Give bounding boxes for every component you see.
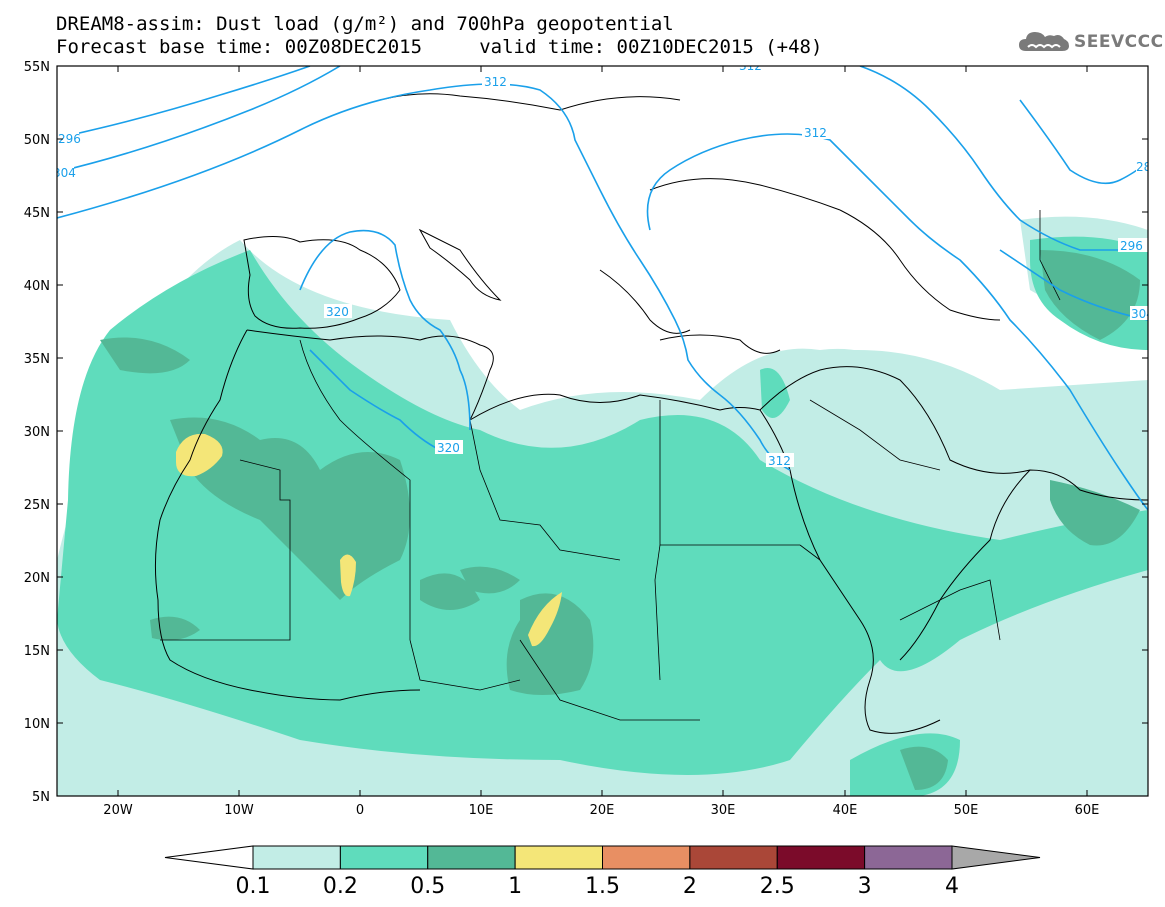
lat-label: 35N [24,352,50,367]
colorbar-segment [252,845,341,870]
colorbar-tick-label: 2.5 [760,874,795,899]
colorbar-tick-label: 1.5 [585,874,620,899]
contour-label: 312 [484,75,507,89]
seevccc-logo: SEEVCCC [1018,28,1164,56]
lat-label: 5N [32,790,50,805]
colorbar-legend: 0.1 0.2 0.5 1 1.5 2 2.5 3 4 [164,845,1041,899]
lon-label: 10E [469,803,494,818]
contour-label: 288 [1136,160,1159,174]
lon-label: 60E [1075,803,1100,818]
lon-label: 50E [954,803,979,818]
country-borders [160,210,1061,721]
latitude-axis: 55N 50N 45N 40N 35N 30N 25N 20N 15N 10N … [24,60,1148,805]
lat-label: 25N [24,498,50,513]
lat-label: 15N [24,644,50,659]
lat-label: 20N [24,571,50,586]
contour-label: 312 [768,454,791,468]
contour-label: 312 [804,126,827,140]
colorbar-segment [689,845,778,870]
chart-subtitle: Forecast base time: 00Z08DEC2015 valid t… [56,36,823,58]
lat-label: 55N [24,60,50,75]
lon-label: 40E [833,803,858,818]
chart-title: DREAM8-assim: Dust load (g/m²) and 700hP… [56,13,674,35]
lat-label: 30N [24,425,50,440]
colorbar-tick-label: 0.5 [410,874,445,899]
lat-label: 50N [24,133,50,148]
map-area: 296 304 312 320 312 312 320 312 296 304 … [53,59,1159,796]
colorbar-tick-label: 0.1 [236,874,271,899]
colorbar-segment [164,845,254,870]
colorbar-segment [776,845,866,870]
cloud-icon [1019,32,1069,51]
contour-label: 312 [739,59,762,73]
contour-label: 320 [326,305,349,319]
colorbar-tick-label: 3 [858,874,872,899]
lon-label: 20E [590,803,615,818]
lon-label: 20W [103,803,133,818]
colorbar-segment [864,845,953,870]
colorbar-segment [951,845,1041,870]
geopotential-contours [57,66,1148,511]
contour-label: 296 [1120,239,1143,253]
colorbar-tick-label: 1 [508,874,522,899]
lon-label: 0 [356,803,364,818]
longitude-axis: 20W 10W 0 10E 20E 30E 40E 50E 60E [103,66,1099,818]
logo-text: SEEVCCC [1074,32,1164,52]
colorbar-tick-label: 0.2 [323,874,358,899]
lat-label: 10N [24,717,50,732]
colorbar-tick-label: 4 [945,874,959,899]
lon-label: 10W [224,803,254,818]
colorbar-tick-label: 2 [683,874,697,899]
contour-label: 296 [58,132,81,146]
lon-label: 30E [711,803,736,818]
lat-label: 40N [24,279,50,294]
colorbar-segment [602,845,691,870]
contour-label: 320 [437,441,460,455]
dust-shading-high [176,433,562,647]
lat-label: 45N [24,206,50,221]
contour-labels: 296 304 312 320 312 312 320 312 296 304 … [53,59,1159,468]
colorbar-segment [339,845,429,870]
contour-label: 304 [53,166,76,180]
contour-label: 304 [1131,307,1154,321]
colorbar-segment [427,845,516,870]
colorbar-segment [514,845,603,870]
